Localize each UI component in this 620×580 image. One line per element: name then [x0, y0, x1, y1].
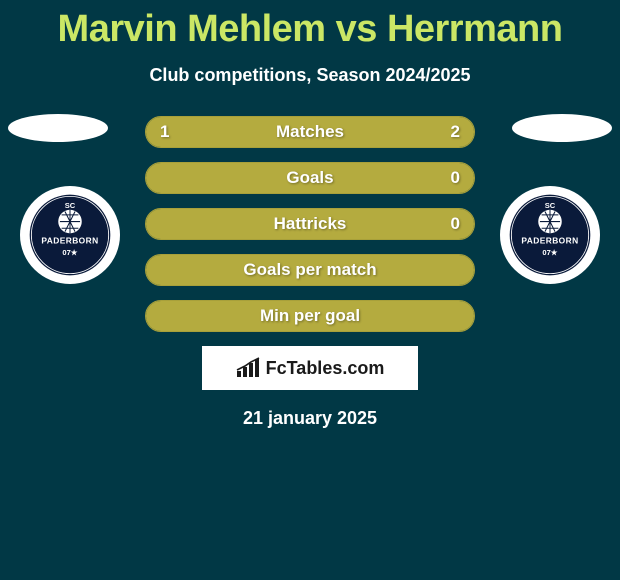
- stat-row: Min per goal: [145, 300, 475, 332]
- stat-value-right: 0: [451, 168, 460, 188]
- stat-label: Min per goal: [146, 306, 474, 326]
- page-title: Marvin Mehlem vs Herrmann: [0, 0, 620, 51]
- stat-value-right: 0: [451, 214, 460, 234]
- paderborn-logo-icon: SC PADERBORN 07★: [508, 193, 592, 277]
- svg-text:PADERBORN: PADERBORN: [521, 235, 578, 245]
- svg-text:SC: SC: [545, 201, 556, 210]
- paderborn-logo-icon: SC PADERBORN 07★: [28, 193, 112, 277]
- stat-label: Goals per match: [146, 260, 474, 280]
- svg-text:07★: 07★: [62, 248, 78, 257]
- svg-text:PADERBORN: PADERBORN: [41, 235, 98, 245]
- stat-row: Goals per match: [145, 254, 475, 286]
- brand-text: FcTables.com: [266, 358, 385, 379]
- stat-label: Goals: [146, 168, 474, 188]
- club-logo-right: SC PADERBORN 07★: [500, 186, 600, 284]
- player-avatar-right: [512, 114, 612, 142]
- brand-badge: FcTables.com: [202, 346, 418, 390]
- stat-row: Goals0: [145, 162, 475, 194]
- stat-value-right: 2: [451, 122, 460, 142]
- stat-label: Matches: [146, 122, 474, 142]
- stat-row: Hattricks0: [145, 208, 475, 240]
- svg-text:07★: 07★: [542, 248, 558, 257]
- player-avatar-left: [8, 114, 108, 142]
- stat-label: Hattricks: [146, 214, 474, 234]
- club-logo-left: SC PADERBORN 07★: [20, 186, 120, 284]
- date-label: 21 january 2025: [0, 408, 620, 429]
- subtitle: Club competitions, Season 2024/2025: [0, 65, 620, 86]
- stat-bars: 1Matches2Goals0Hattricks0Goals per match…: [145, 116, 475, 332]
- stat-row: 1Matches2: [145, 116, 475, 148]
- svg-text:SC: SC: [65, 201, 76, 210]
- comparison-panel: SC PADERBORN 07★ SC PADERBORN 07★ 1Match…: [0, 116, 620, 429]
- bar-chart-icon: [236, 357, 262, 379]
